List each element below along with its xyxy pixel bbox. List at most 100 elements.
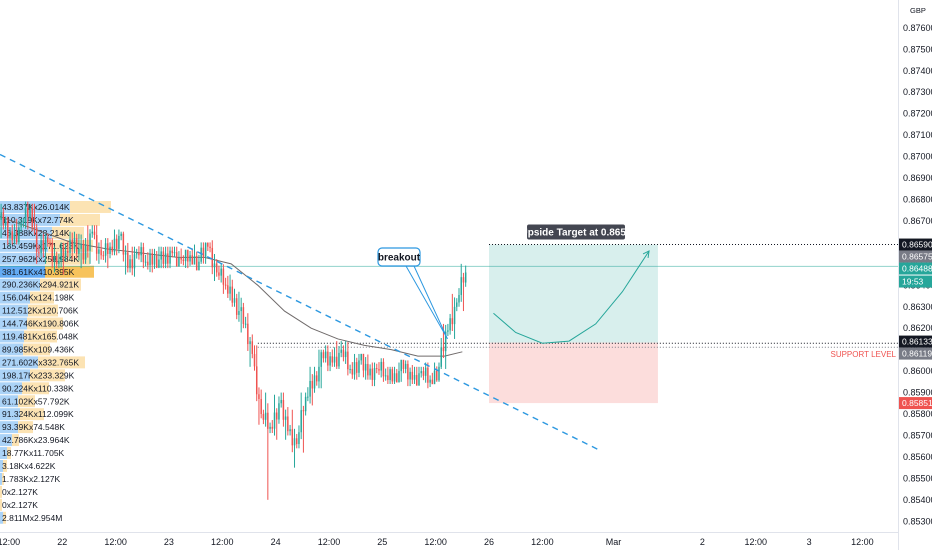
vp-bar-up (0, 369, 30, 382)
candle-body (22, 221, 25, 224)
candle-body (409, 371, 411, 380)
candle (255, 345, 258, 402)
candle-body (193, 255, 196, 265)
candle (400, 359, 402, 382)
x-tick-label: 12:00 (104, 537, 127, 547)
price-badge-label: 0.86133 (902, 337, 932, 347)
candle-body (184, 249, 187, 262)
candle (447, 323, 449, 337)
candle-body (284, 416, 287, 420)
candle (55, 251, 58, 269)
candle-body (42, 240, 45, 251)
x-tick-label: 12:00 (318, 537, 341, 547)
candle-body (235, 298, 238, 315)
price-badge-label: 0.86119 (902, 349, 932, 359)
candle-body (27, 207, 29, 217)
vp-bar-down (30, 369, 65, 382)
candle-body (289, 429, 291, 432)
candle-body (100, 249, 102, 256)
candle-body (202, 247, 205, 257)
candle (275, 408, 278, 440)
candle (64, 244, 67, 262)
time-axis[interactable]: 12:00 22 12:00 23 12:00 24 12:00 25 12:00 26 12:00… (0, 532, 898, 548)
candle (387, 366, 389, 384)
candle (58, 253, 60, 269)
vp-label: 271.602Kx332.765K (2, 357, 79, 367)
candle-body (329, 356, 331, 366)
candle (393, 366, 396, 384)
candle-body (149, 253, 151, 266)
candle-body (49, 242, 51, 244)
candle (153, 248, 156, 269)
vp-bar-down (28, 304, 58, 317)
candle (456, 298, 458, 312)
candle (298, 425, 300, 449)
candle-body (33, 227, 36, 229)
vp-label: 381.61Kx410.395K (2, 267, 75, 277)
candle (162, 247, 165, 269)
candle (289, 424, 291, 436)
candle (175, 246, 178, 267)
candle-body (300, 410, 302, 433)
vp-bar-up (0, 356, 38, 369)
candle-body (53, 255, 56, 261)
candle (82, 239, 85, 264)
price-badge (899, 347, 932, 360)
candle (356, 357, 358, 380)
price-badge (899, 397, 932, 410)
candle-body (129, 259, 131, 269)
candle (173, 246, 176, 258)
candle-body (15, 233, 18, 242)
candle (133, 246, 136, 277)
candle (100, 239, 102, 260)
price-badge-label: 0.86488 (902, 264, 932, 274)
candle (151, 248, 154, 273)
candle (440, 337, 442, 369)
candle (187, 249, 189, 269)
price-badge (899, 262, 932, 275)
candle (420, 366, 422, 378)
vp-label: 3.18Kx4.622K (2, 461, 56, 471)
candle-body (31, 208, 33, 228)
vp-label: 144.746Kx190.806K (2, 319, 79, 329)
candle (184, 249, 187, 268)
breakout-callout-bg (377, 247, 421, 267)
candle (331, 349, 334, 367)
candle (27, 201, 29, 230)
candle-body (229, 286, 231, 294)
candle-body (458, 294, 460, 303)
candle-body (91, 231, 93, 234)
x-tick-label: 12:00 (744, 537, 767, 547)
vp-bar-down (0, 498, 2, 511)
candle (73, 231, 76, 254)
candle-body (402, 359, 405, 369)
candle-body (60, 247, 62, 261)
candle-body (118, 235, 120, 249)
candle (311, 374, 314, 406)
candle (247, 313, 249, 351)
candle (353, 353, 356, 380)
candle-body (173, 252, 176, 254)
candle-body (344, 351, 347, 358)
trendline[interactable] (0, 153, 601, 452)
candle-body (258, 394, 260, 399)
candle-body (93, 231, 96, 236)
candle (102, 250, 105, 260)
descending-trendline[interactable] (0, 153, 601, 452)
candle (436, 366, 438, 382)
candle-body (151, 253, 154, 265)
candle-body (182, 259, 185, 262)
candle (51, 238, 53, 268)
candle (124, 245, 127, 275)
candle (33, 203, 36, 235)
candle (222, 264, 225, 294)
candle (87, 225, 89, 258)
candle-body (356, 362, 358, 373)
candle-body (255, 366, 258, 395)
candle-body (142, 247, 145, 263)
